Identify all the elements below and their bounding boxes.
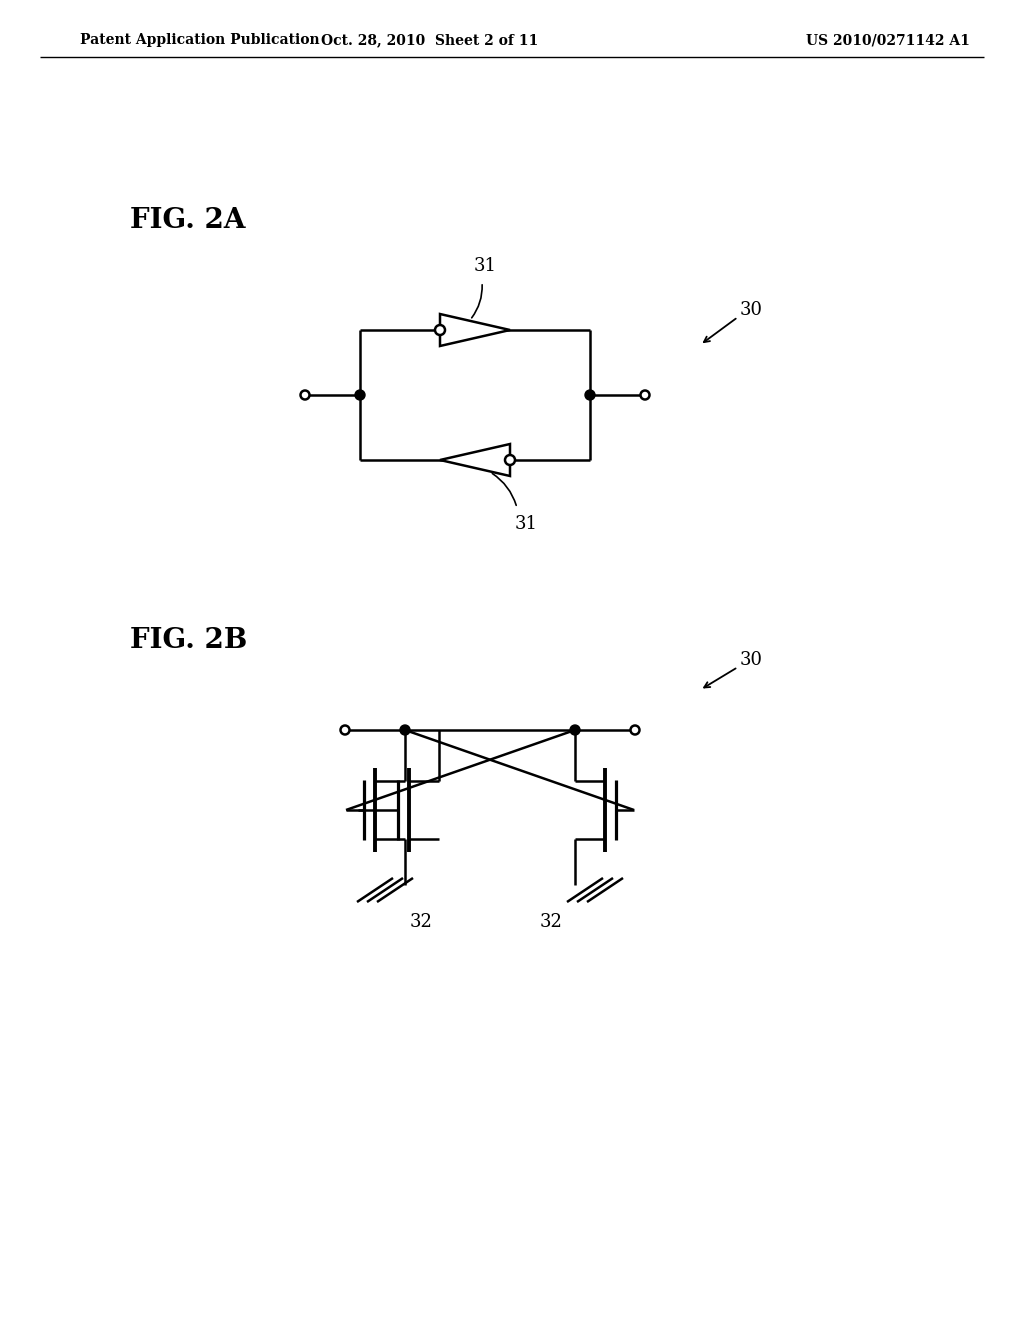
Circle shape (570, 725, 580, 735)
Text: 32: 32 (410, 913, 433, 931)
Circle shape (355, 389, 365, 400)
Circle shape (341, 726, 349, 734)
Text: 32: 32 (540, 913, 563, 931)
Text: 31: 31 (473, 257, 497, 275)
Text: FIG. 2A: FIG. 2A (130, 206, 246, 234)
Text: 31: 31 (515, 515, 538, 533)
Text: FIG. 2B: FIG. 2B (130, 627, 247, 653)
Circle shape (505, 455, 515, 465)
Circle shape (631, 726, 640, 734)
Circle shape (435, 325, 445, 335)
Circle shape (300, 391, 309, 400)
Circle shape (400, 725, 410, 735)
Text: 30: 30 (740, 301, 763, 319)
Circle shape (585, 389, 595, 400)
Text: Patent Application Publication: Patent Application Publication (80, 33, 319, 48)
Text: 30: 30 (740, 651, 763, 669)
Polygon shape (440, 444, 510, 477)
Polygon shape (440, 314, 510, 346)
Text: US 2010/0271142 A1: US 2010/0271142 A1 (806, 33, 970, 48)
Text: Oct. 28, 2010  Sheet 2 of 11: Oct. 28, 2010 Sheet 2 of 11 (322, 33, 539, 48)
Circle shape (640, 391, 649, 400)
